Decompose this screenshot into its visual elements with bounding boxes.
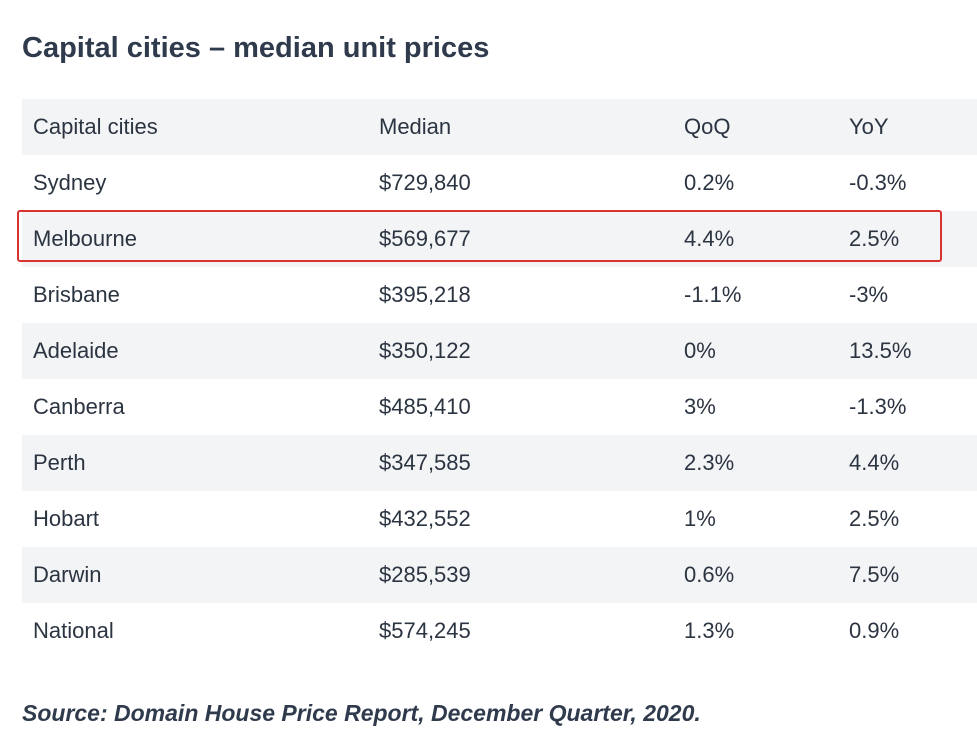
table-row-sydney: Sydney $729,840 0.2% -0.3% <box>22 155 977 211</box>
city-cell: Hobart <box>33 506 100 531</box>
table-row-canberra: Canberra $485,410 3% -1.3% <box>22 379 977 435</box>
median-cell: $485,410 <box>379 394 471 419</box>
qoq-cell: 2.3% <box>684 450 735 475</box>
qoq-cell: -1.1% <box>684 282 742 307</box>
median-cell: $569,677 <box>379 226 471 251</box>
city-cell: Adelaide <box>33 338 119 363</box>
qoq-cell: 4.4% <box>684 226 735 251</box>
median-cell: $432,552 <box>379 506 471 531</box>
median-cell: $729,840 <box>379 170 471 195</box>
median-cell: $350,122 <box>379 338 471 363</box>
median-cell: $395,218 <box>379 282 471 307</box>
table-row-hobart: Hobart $432,552 1% 2.5% <box>22 491 977 547</box>
city-cell: Darwin <box>33 562 102 587</box>
yoy-cell: 7.5% <box>849 562 900 587</box>
table-row-perth: Perth $347,585 2.3% 4.4% <box>22 435 977 491</box>
city-cell: Perth <box>33 450 86 475</box>
median-cell: $574,245 <box>379 618 471 643</box>
qoq-cell: 1% <box>684 506 716 531</box>
yoy-cell: 4.4% <box>849 450 900 475</box>
table-row-brisbane: Brisbane $395,218 -1.1% -3% <box>22 267 977 323</box>
yoy-cell: -1.3% <box>849 394 907 419</box>
qoq-cell: 3% <box>684 394 716 419</box>
city-cell: National <box>33 618 114 643</box>
table-row-darwin: Darwin $285,539 0.6% 7.5% <box>22 547 977 603</box>
source-caption: Source: Domain House Price Report, Decem… <box>22 700 701 726</box>
column-header-median: Median <box>379 114 452 139</box>
column-header-yoy: YoY <box>849 114 889 139</box>
median-cell: $347,585 <box>379 450 471 475</box>
median-cell: $285,539 <box>379 562 471 587</box>
yoy-cell: 2.5% <box>849 506 900 531</box>
table-row-national: National $574,245 1.3% 0.9% <box>22 603 977 659</box>
yoy-cell: -0.3% <box>849 170 907 195</box>
yoy-cell: 13.5% <box>849 338 912 363</box>
yoy-cell: 0.9% <box>849 618 900 643</box>
table-header-row: Capital cities Median QoQ YoY <box>22 99 977 155</box>
table-row-adelaide: Adelaide $350,122 0% 13.5% <box>22 323 977 379</box>
city-cell: Canberra <box>33 394 125 419</box>
column-header-qoq: QoQ <box>684 114 731 139</box>
qoq-cell: 0% <box>684 338 716 363</box>
column-header-city: Capital cities <box>33 114 158 139</box>
qoq-cell: 0.2% <box>684 170 735 195</box>
table-row-melbourne: Melbourne $569,677 4.4% 2.5% <box>22 211 977 267</box>
median-prices-table: Capital cities Median QoQ YoY Sydney $72… <box>22 99 977 659</box>
city-cell: Melbourne <box>33 226 137 251</box>
qoq-cell: 1.3% <box>684 618 735 643</box>
yoy-cell: -3% <box>849 282 889 307</box>
city-cell: Sydney <box>33 170 107 195</box>
page-title: Capital cities – median unit prices <box>22 32 490 64</box>
city-cell: Brisbane <box>33 282 120 307</box>
yoy-cell: 2.5% <box>849 226 900 251</box>
qoq-cell: 0.6% <box>684 562 735 587</box>
